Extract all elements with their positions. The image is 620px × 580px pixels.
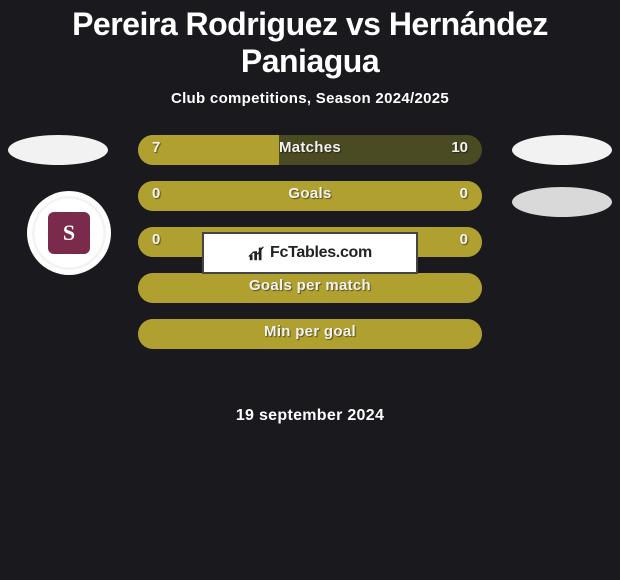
bar-value-right: 0 (460, 231, 468, 248)
page-title: Pereira Rodriguez vs Hernández Paniagua (0, 0, 620, 80)
page-subtitle: Club competitions, Season 2024/2025 (0, 90, 620, 107)
bar-value-right: 0 (460, 185, 468, 202)
stat-bar-row: Matches7 10 (138, 135, 482, 165)
club-crest-left: S (27, 191, 111, 275)
club-badge-right (512, 187, 612, 217)
bar-label: Min per goal (138, 323, 482, 340)
fctables-logo-box: FcTables.com (202, 232, 418, 274)
bar-value-left: 7 (152, 139, 160, 156)
flag-right-player2 (512, 135, 612, 165)
bar-label: Goals (138, 185, 482, 202)
chart-icon (248, 244, 266, 262)
stat-bar-row: Goals per match (138, 273, 482, 303)
flag-left-player1 (8, 135, 108, 165)
crest-letter: S (48, 212, 90, 254)
bar-label: Matches (138, 139, 482, 156)
logo-text: FcTables.com (270, 244, 372, 262)
bar-value-left: 0 (152, 231, 160, 248)
footer-date: 19 september 2024 (0, 407, 620, 425)
bar-label: Goals per match (138, 277, 482, 294)
bar-value-left: 0 (152, 185, 160, 202)
bar-value-right: 10 (451, 139, 468, 156)
stat-bar-row: Min per goal (138, 319, 482, 349)
stat-bar-row: Goals0 0 (138, 181, 482, 211)
